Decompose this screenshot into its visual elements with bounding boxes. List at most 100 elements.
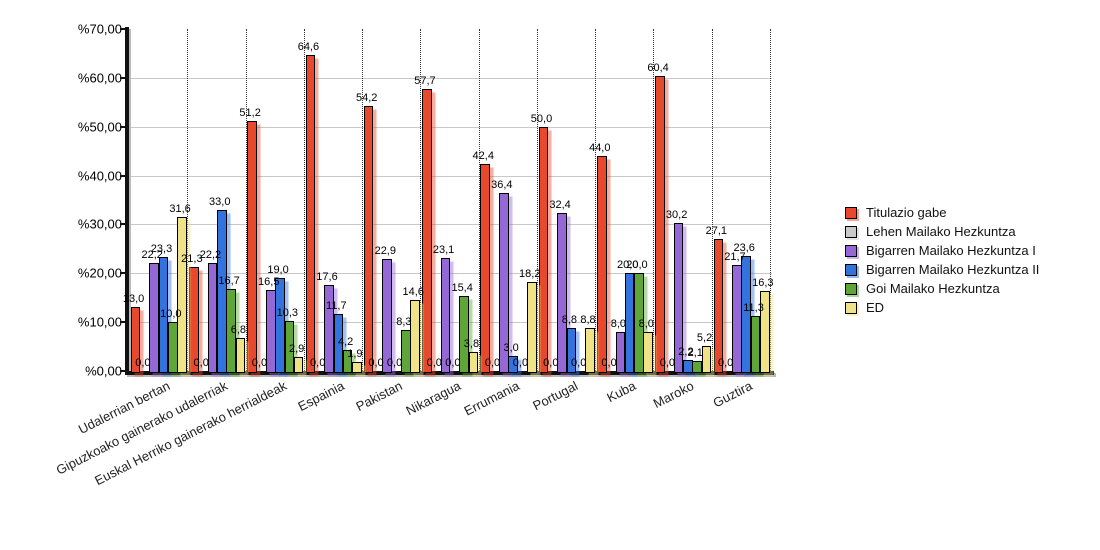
bar-bigarren-mailako-hezkuntza-i [673, 223, 684, 373]
group-separator [303, 29, 305, 371]
bar-goi-mailako-hezkuntza [226, 289, 236, 373]
bar-ed [468, 352, 479, 373]
bar-ed [410, 299, 420, 373]
bar-value-label: 0,0 [484, 357, 501, 369]
legend-item: Bigarren Mailako Hezkuntza II [845, 260, 1039, 279]
bar-value-label: 0,0 [445, 357, 461, 369]
y-axis-tick-label: %40,00 [77, 168, 122, 184]
legend-item: Goi Mailako Hezkuntza [845, 279, 1039, 298]
legend-item: Lehen Mailako Hezkuntza [845, 222, 1039, 241]
bar-value-label: 3,8 [463, 338, 480, 351]
bar-bigarren-mailako-hezkuntza-ii [158, 257, 169, 373]
bar-value-label: 8,8 [561, 314, 578, 326]
bar-goi-mailako-hezkuntza [634, 273, 644, 373]
bar-value-label: 30,2 [665, 209, 688, 222]
y-axis-tick [120, 223, 125, 226]
x-category-label: Pakistan [353, 378, 406, 415]
legend-label: Bigarren Mailako Hezkuntza I [866, 243, 1036, 258]
y-gridline [127, 77, 772, 79]
bar-value-label: 0,0 [310, 357, 326, 369]
bar-goi-mailako-hezkuntza [284, 320, 295, 373]
bar-titulazio-gabe [363, 106, 374, 373]
bar-value-label: 33,0 [209, 195, 231, 208]
group-separator [478, 29, 480, 371]
bar-value-label: 1,9 [347, 347, 363, 360]
bar-value-label: 22,2 [199, 248, 222, 261]
bar-value-label: 11,3 [743, 301, 764, 314]
y-axis-tick [120, 370, 125, 372]
bar-ed [293, 356, 304, 373]
bar-value-label: 14,6 [402, 285, 424, 298]
y-axis-tick [120, 174, 125, 177]
bar-bigarren-mailako-hezkuntza-i [615, 331, 626, 373]
bar-value-label: 0,0 [426, 357, 442, 369]
bar-value-label: 23,1 [432, 244, 455, 257]
x-axis-line [125, 371, 774, 375]
bar-value-label: 51,2 [239, 106, 261, 119]
chart-legend: Titulazio gabe Lehen Mailako Hezkuntza Big… [845, 203, 1039, 317]
bar-bigarren-mailako-hezkuntza-ii [508, 356, 518, 373]
bar-value-label: 27,1 [705, 224, 728, 237]
bar-value-label: 21,7 [724, 250, 746, 263]
y-axis-tick [120, 28, 125, 30]
legend-swatch-ed [845, 301, 857, 314]
bar-ed [352, 361, 362, 373]
bar-titulazio-gabe [305, 55, 316, 373]
legend-label: Titulazio gabe [866, 205, 947, 220]
bar-bigarren-mailako-hezkuntza-i [207, 262, 218, 373]
group-separator [595, 29, 597, 371]
bar-value-label: 36,4 [491, 179, 513, 192]
legend-swatch-goi-mailako-hezkuntza [845, 282, 857, 295]
group-separator [770, 29, 771, 371]
bar-bigarren-mailako-hezkuntza-i [440, 258, 451, 373]
bar-value-label: 13,0 [122, 293, 145, 306]
y-axis-tick-label: %70,00 [77, 21, 122, 37]
x-category-label: Nikaragua [403, 378, 464, 419]
bar-bigarren-mailako-hezkuntza-ii [624, 273, 635, 373]
bar-bigarren-mailako-hezkuntza-ii [333, 313, 344, 373]
bar-value-label: 20,0 [626, 259, 648, 272]
bar-value-label: 6,8 [230, 323, 247, 336]
y-axis-tick-label: %10,00 [77, 314, 122, 330]
bar-value-label: 8,8 [580, 314, 596, 326]
legend-label: Goi Mailako Hezkuntza [866, 281, 1000, 296]
bar-value-label: 0,0 [386, 357, 403, 369]
bar-value-label: 32,4 [549, 198, 571, 211]
bar-value-label: 60,4 [647, 61, 669, 74]
bar-bigarren-mailako-hezkuntza-i [499, 193, 509, 373]
bar-titulazio-gabe [596, 156, 607, 373]
y-axis-tick-label: %60,00 [77, 70, 122, 86]
x-category-label: Maroko [650, 378, 697, 412]
group-separator [187, 29, 189, 371]
bar-goi-mailako-hezkuntza [459, 295, 469, 373]
y-gridline [127, 224, 772, 226]
group-separator [420, 29, 422, 371]
x-category-label: Errumania [461, 378, 522, 419]
legend-swatch-bigarren-mailako-hezkuntza-ii [845, 263, 857, 276]
bar-value-label: 10,0 [160, 308, 182, 321]
bar-value-label: 10,3 [276, 306, 299, 319]
bar-titulazio-gabe [480, 163, 491, 373]
y-axis-tick-label: %50,00 [77, 119, 122, 135]
bar-titulazio-gabe [189, 266, 199, 373]
bar-value-label: 23,3 [150, 243, 173, 256]
x-category-label: Espainia [295, 378, 347, 415]
bar-ed [643, 331, 654, 373]
bar-value-label: 0,0 [659, 357, 675, 369]
bar-ed [235, 337, 246, 373]
bar-ed [585, 328, 595, 373]
bar-value-label: 0,0 [135, 357, 151, 369]
bar-value-label: 4,2 [337, 336, 354, 349]
legend-label: Lehen Mailako Hezkuntza [866, 224, 1016, 239]
bar-value-label: 5,2 [696, 331, 713, 344]
bar-value-label: 0,0 [601, 357, 617, 369]
bar-value-label: 22,2 [141, 248, 163, 261]
bar-value-label: 31,6 [169, 202, 191, 215]
bar-value-label: 0,0 [543, 357, 559, 369]
bar-value-label: 16,5 [258, 276, 280, 289]
y-axis-tick [120, 321, 125, 324]
y-gridline [127, 175, 772, 177]
bar-value-label: 44,0 [589, 142, 611, 155]
bar-bigarren-mailako-hezkuntza-i [149, 262, 159, 373]
